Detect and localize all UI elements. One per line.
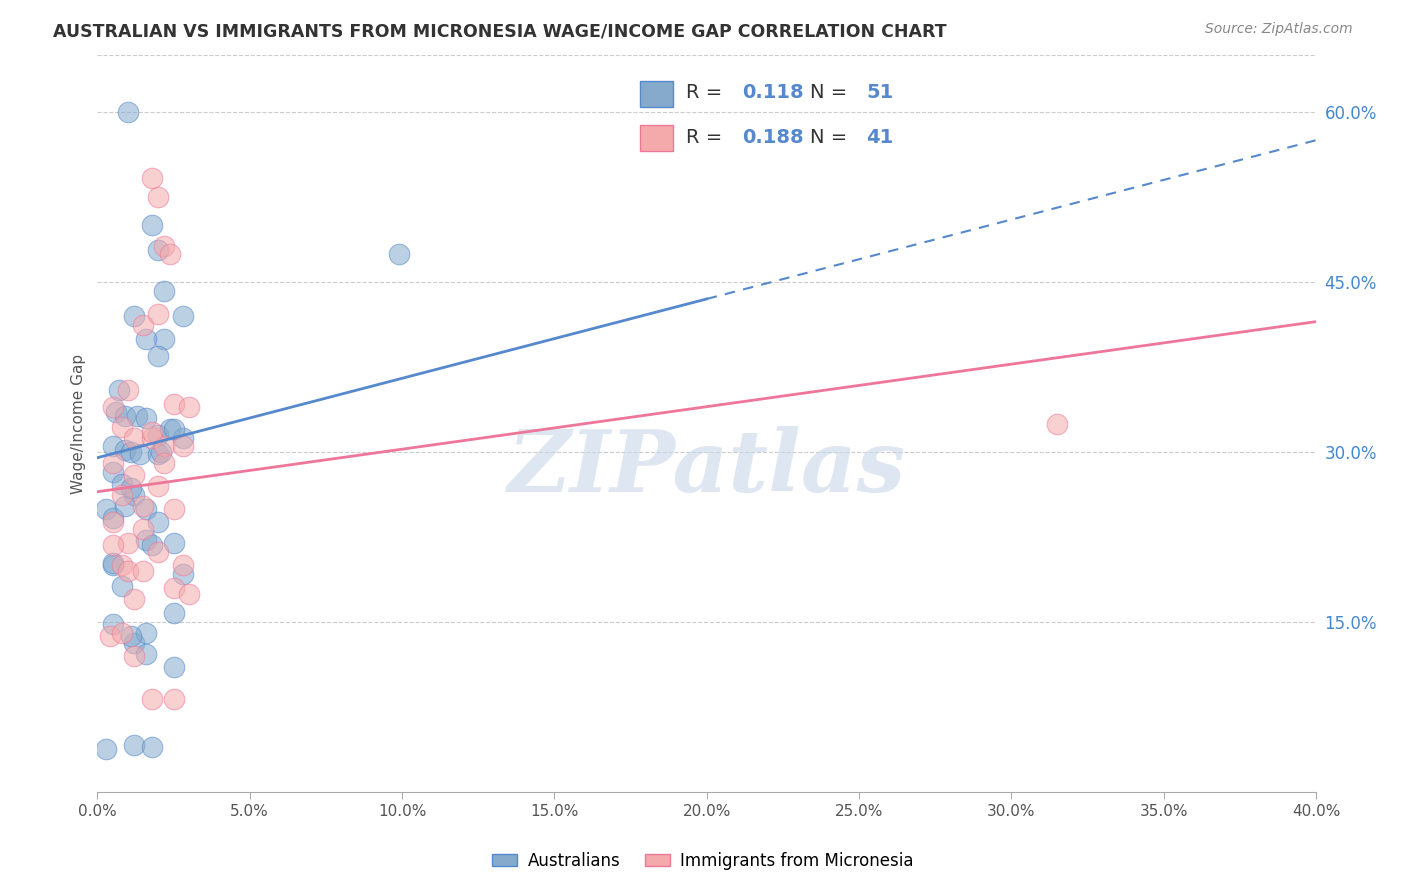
Point	[98, 629, 121, 643]
Point	[135, 647, 157, 661]
Point	[172, 309, 194, 323]
Point	[172, 558, 194, 573]
Point	[101, 516, 124, 530]
Point	[148, 307, 170, 321]
Text: ZIPatlas: ZIPatlas	[508, 426, 905, 509]
Point	[162, 535, 184, 549]
Point	[148, 516, 170, 530]
Point	[153, 238, 176, 252]
Point	[153, 456, 176, 470]
Point	[129, 447, 152, 461]
Point	[101, 617, 124, 632]
Point	[120, 445, 142, 459]
Point	[162, 606, 184, 620]
Point	[117, 535, 139, 549]
Point	[172, 432, 194, 446]
Point	[107, 383, 129, 397]
Point	[111, 488, 134, 502]
Point	[162, 660, 184, 674]
Point	[117, 564, 139, 578]
Point	[135, 332, 157, 346]
Point	[148, 447, 170, 461]
Point	[111, 579, 134, 593]
Point	[122, 432, 145, 446]
Point	[101, 400, 124, 414]
Point	[122, 309, 145, 323]
Point	[141, 538, 163, 552]
Point	[135, 501, 157, 516]
Point	[111, 558, 134, 573]
Point	[122, 488, 145, 502]
Point	[114, 442, 136, 457]
Point	[125, 409, 148, 423]
Point	[141, 170, 163, 185]
Point	[120, 629, 142, 643]
Point	[122, 467, 145, 482]
Point	[162, 397, 184, 411]
Point	[132, 564, 155, 578]
Point	[141, 219, 163, 233]
Text: AUSTRALIAN VS IMMIGRANTS FROM MICRONESIA WAGE/INCOME GAP CORRELATION CHART: AUSTRALIAN VS IMMIGRANTS FROM MICRONESIA…	[53, 22, 948, 40]
Point	[159, 246, 181, 260]
Point	[101, 558, 124, 573]
Point	[135, 533, 157, 548]
Point	[177, 587, 200, 601]
Point	[1046, 417, 1069, 431]
Point	[111, 420, 134, 434]
Point	[172, 439, 194, 453]
Point	[111, 626, 134, 640]
Point	[148, 545, 170, 559]
Text: Source: ZipAtlas.com: Source: ZipAtlas.com	[1205, 22, 1353, 37]
Point	[101, 538, 124, 552]
Point	[114, 409, 136, 423]
Point	[148, 428, 170, 442]
Point	[177, 400, 200, 414]
Point	[122, 592, 145, 607]
Point	[141, 692, 163, 706]
Point	[162, 501, 184, 516]
Point	[101, 456, 124, 470]
Point	[104, 405, 127, 419]
Point	[141, 739, 163, 754]
Point	[148, 190, 170, 204]
Point	[388, 246, 411, 260]
Point	[135, 411, 157, 425]
Point	[122, 635, 145, 649]
Point	[96, 501, 118, 516]
Point	[172, 567, 194, 582]
Point	[132, 500, 155, 514]
Point	[120, 481, 142, 495]
Point	[162, 581, 184, 595]
Point	[162, 422, 184, 436]
Point	[101, 510, 124, 524]
Point	[148, 243, 170, 257]
Point	[101, 439, 124, 453]
Point	[153, 439, 176, 453]
Point	[148, 479, 170, 493]
Point	[132, 318, 155, 332]
Point	[117, 104, 139, 119]
Point	[153, 284, 176, 298]
Legend: Australians, Immigrants from Micronesia: Australians, Immigrants from Micronesia	[485, 846, 921, 877]
Point	[101, 556, 124, 570]
Point	[148, 349, 170, 363]
Point	[101, 466, 124, 480]
Point	[153, 332, 176, 346]
Point	[162, 692, 184, 706]
Point	[159, 422, 181, 436]
Point	[96, 742, 118, 756]
Point	[135, 626, 157, 640]
Y-axis label: Wage/Income Gap: Wage/Income Gap	[72, 353, 86, 494]
Point	[122, 738, 145, 752]
Point	[150, 445, 173, 459]
Point	[141, 425, 163, 439]
Point	[132, 522, 155, 536]
Point	[122, 649, 145, 664]
Point	[141, 432, 163, 446]
Point	[111, 476, 134, 491]
Point	[114, 500, 136, 514]
Point	[117, 383, 139, 397]
